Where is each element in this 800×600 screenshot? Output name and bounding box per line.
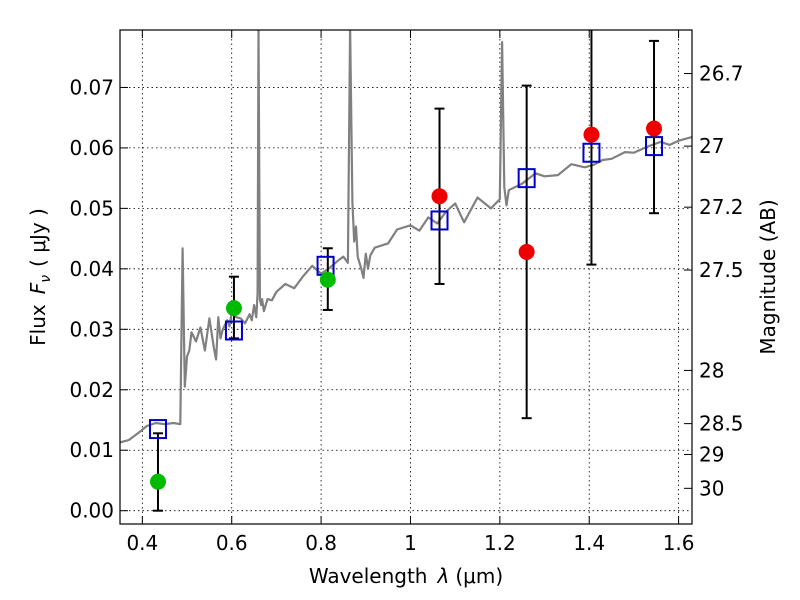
y2-axis-label: Magnitude (AB) <box>756 199 780 354</box>
y-axis-label: FluxFν( μJy ) <box>26 208 54 346</box>
plot-frame <box>119 29 693 525</box>
y-tick-label: 0.00 <box>69 499 114 523</box>
optical-data-point <box>319 271 336 288</box>
optical-data-point <box>225 300 242 317</box>
y2-tick-label: 28 <box>699 358 724 382</box>
model-photometry-square <box>517 168 536 189</box>
y2-tick-label: 30 <box>699 476 724 500</box>
grid <box>120 30 692 524</box>
y-tick-label: 0.05 <box>69 196 114 220</box>
x-tick-label: 0.4 <box>126 531 158 555</box>
y-tick-label: 0.06 <box>69 136 114 160</box>
x-tick-label: 0.8 <box>305 531 337 555</box>
axis-ticks: 0.4 0.6 0.8 1 1.2 1.4 1.6 0.00 0.01 0.02 0.03 0.04 0… <box>69 30 744 555</box>
model-photometry-square <box>148 419 167 440</box>
y2-tick-label: 27.2 <box>699 195 744 219</box>
y-tick-label: 0.03 <box>69 317 114 341</box>
nir-data-point <box>646 120 663 137</box>
model-photometry-square <box>582 142 601 163</box>
y-tick-label: 0.07 <box>69 75 114 99</box>
nir-data-point <box>431 188 448 205</box>
x-axis-label: Wavelength λ (μm) <box>309 564 503 588</box>
plot-area <box>120 30 692 512</box>
nir-data-point <box>583 126 600 143</box>
x-tick-label: 1 <box>404 531 417 555</box>
y2-tick-label: 27 <box>699 134 724 158</box>
x-tick-label: 1.4 <box>573 531 605 555</box>
model-photometry-square <box>645 136 664 157</box>
optical-data-point <box>149 473 166 490</box>
y-tick-label: 0.01 <box>69 438 114 462</box>
y-tick-label: 0.02 <box>69 378 114 402</box>
y2-tick-label: 29 <box>699 442 724 466</box>
model-photometry-square <box>430 210 449 231</box>
x-tick-label: 0.6 <box>216 531 248 555</box>
y2-tick-label: 28.5 <box>699 412 744 436</box>
nir-data-point <box>518 243 535 260</box>
y2-tick-label: 27.5 <box>699 258 744 282</box>
y-tick-label: 0.04 <box>69 257 114 281</box>
x-tick-label: 1.2 <box>484 531 516 555</box>
y2-tick-label: 26.7 <box>699 62 744 86</box>
x-tick-label: 1.6 <box>663 531 695 555</box>
model-photometry-square <box>224 320 243 341</box>
